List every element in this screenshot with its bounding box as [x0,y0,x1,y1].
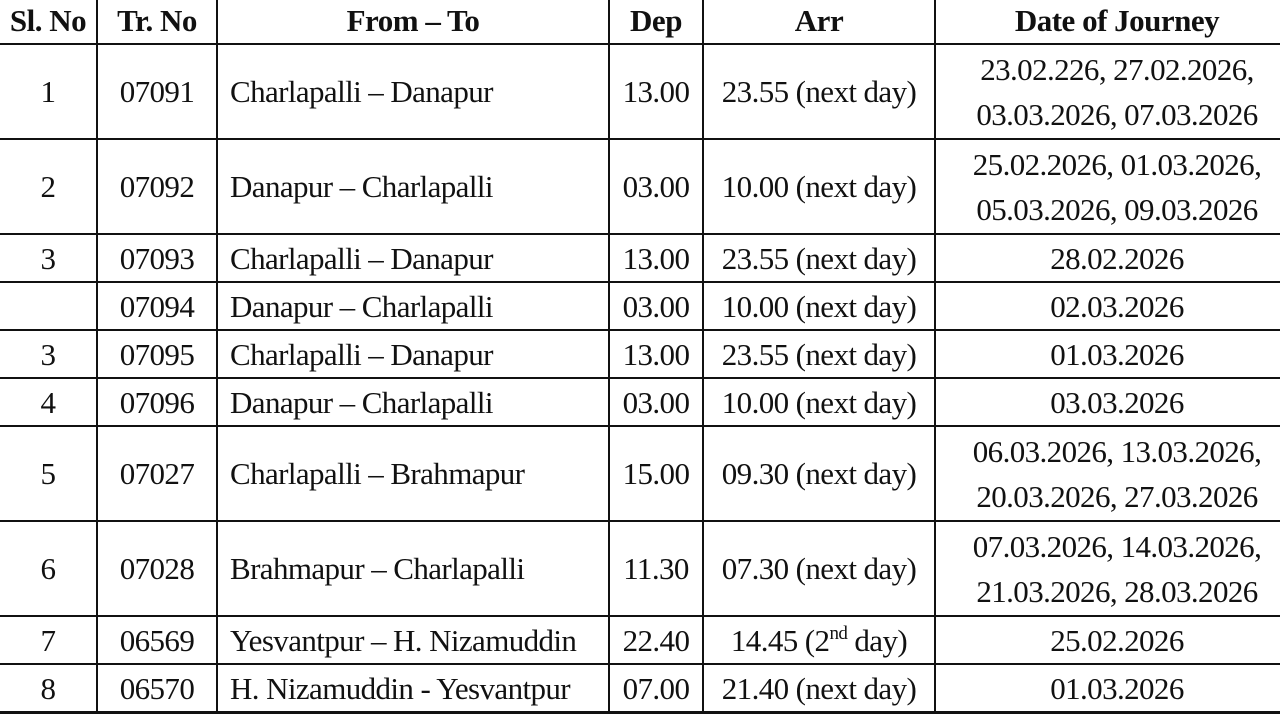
table-row: 8 06570 H. Nizamuddin - Yesvantpur 07.00… [0,663,1280,714]
cell-dates: 07.03.2026, 14.03.2026, 21.03.2026, 28.0… [934,520,1280,617]
cell-sl-no: 4 [0,377,98,427]
cell-dep: 03.00 [608,377,704,427]
cell-dates: 06.03.2026, 13.03.2026, 20.03.2026, 27.0… [934,425,1280,522]
table-row: 3 07095 Charlapalli – Danapur 13.00 23.5… [0,329,1280,379]
cell-dep: 22.40 [608,615,704,665]
cell-from-to: H. Nizamuddin - Yesvantpur [216,663,610,714]
cell-arr: 10.00 (next day) [702,377,936,427]
table-row: 7 06569 Yesvantpur – H. Nizamuddin 22.40… [0,615,1280,665]
cell-arr: 07.30 (next day) [702,520,936,617]
cell-sl-no: 6 [0,520,98,617]
cell-from-to: Brahmapur – Charlapalli [216,520,610,617]
cell-dates: 25.02.2026, 01.03.2026, 05.03.2026, 09.0… [934,138,1280,235]
cell-arr: 23.55 (next day) [702,43,936,140]
date-line: 06.03.2026, 13.03.2026, [972,433,1262,469]
cell-sl-no: 2 [0,138,98,235]
header-tr-no: Tr. No [96,0,218,45]
cell-dates: 01.03.2026 [934,663,1280,714]
cell-sl-no [0,281,98,331]
cell-sl-no: 5 [0,425,98,522]
table-row: 07094 Danapur – Charlapalli 03.00 10.00 … [0,281,1280,331]
cell-tr-no: 06570 [96,663,218,714]
cell-tr-no: 07027 [96,425,218,522]
date-line: 23.02.226, 27.02.2026, [980,51,1254,87]
cell-dep: 13.00 [608,233,704,283]
cell-arr: 23.55 (next day) [702,329,936,379]
header-from-to: From – To [216,0,610,45]
cell-dates: 01.03.2026 [934,329,1280,379]
table-row: 3 07093 Charlapalli – Danapur 13.00 23.5… [0,233,1280,283]
table-row: 1 07091 Charlapalli – Danapur 13.00 23.5… [0,43,1280,140]
cell-sl-no: 1 [0,43,98,140]
cell-arr: 14.45 (2nd day) [702,615,936,665]
cell-dep: 07.00 [608,663,704,714]
ordinal-suffix: nd [829,622,848,644]
cell-from-to: Danapur – Charlapalli [216,281,610,331]
table-row: 4 07096 Danapur – Charlapalli 03.00 10.0… [0,377,1280,427]
cell-dates: 03.03.2026 [934,377,1280,427]
header-row: Sl. No Tr. No From – To Dep Arr Date of … [0,0,1280,45]
cell-tr-no: 07093 [96,233,218,283]
cell-from-to: Charlapalli – Danapur [216,43,610,140]
cell-tr-no: 07096 [96,377,218,427]
cell-arr: 10.00 (next day) [702,281,936,331]
cell-dates: 28.02.2026 [934,233,1280,283]
date-line: 03.03.2026, 07.03.2026 [976,96,1258,132]
cell-dates: 23.02.226, 27.02.2026, 03.03.2026, 07.03… [934,43,1280,140]
cell-dep: 11.30 [608,520,704,617]
date-line: 05.03.2026, 09.03.2026 [976,191,1258,227]
header-arr: Arr [702,0,936,45]
date-line: 07.03.2026, 14.03.2026, [972,528,1262,564]
cell-from-to: Charlapalli – Danapur [216,233,610,283]
cell-dep: 13.00 [608,329,704,379]
header-date-of-journey: Date of Journey [934,0,1280,45]
table-row: 5 07027 Charlapalli – Brahmapur 15.00 09… [0,425,1280,522]
cell-sl-no: 7 [0,615,98,665]
date-line: 21.03.2026, 28.03.2026 [976,573,1258,609]
cell-sl-no: 3 [0,329,98,379]
cell-dep: 15.00 [608,425,704,522]
cell-tr-no: 06569 [96,615,218,665]
cell-arr: 21.40 (next day) [702,663,936,714]
cell-arr: 10.00 (next day) [702,138,936,235]
header-sl-no: Sl. No [0,0,98,45]
arr-rest: day) [847,622,908,658]
cell-dates: 25.02.2026 [934,615,1280,665]
cell-from-to: Danapur – Charlapalli [216,377,610,427]
date-line: 20.03.2026, 27.03.2026 [976,478,1258,514]
cell-from-to: Danapur – Charlapalli [216,138,610,235]
cell-from-to: Charlapalli – Danapur [216,329,610,379]
cell-dates: 02.03.2026 [934,281,1280,331]
cell-tr-no: 07091 [96,43,218,140]
cell-tr-no: 07028 [96,520,218,617]
cell-tr-no: 07094 [96,281,218,331]
cell-from-to: Charlapalli – Brahmapur [216,425,610,522]
cell-sl-no: 8 [0,663,98,714]
cell-dep: 13.00 [608,43,704,140]
cell-tr-no: 07092 [96,138,218,235]
date-line: 25.02.2026, 01.03.2026, [972,146,1262,182]
cell-tr-no: 07095 [96,329,218,379]
arr-time: 14.45 (2 [730,622,830,658]
table-row: 6 07028 Brahmapur – Charlapalli 11.30 07… [0,520,1280,617]
cell-arr: 09.30 (next day) [702,425,936,522]
cell-dep: 03.00 [608,138,704,235]
cell-dep: 03.00 [608,281,704,331]
table-row: 2 07092 Danapur – Charlapalli 03.00 10.0… [0,138,1280,235]
cell-from-to: Yesvantpur – H. Nizamuddin [216,615,610,665]
cell-sl-no: 3 [0,233,98,283]
header-dep: Dep [608,0,704,45]
cell-arr: 23.55 (next day) [702,233,936,283]
